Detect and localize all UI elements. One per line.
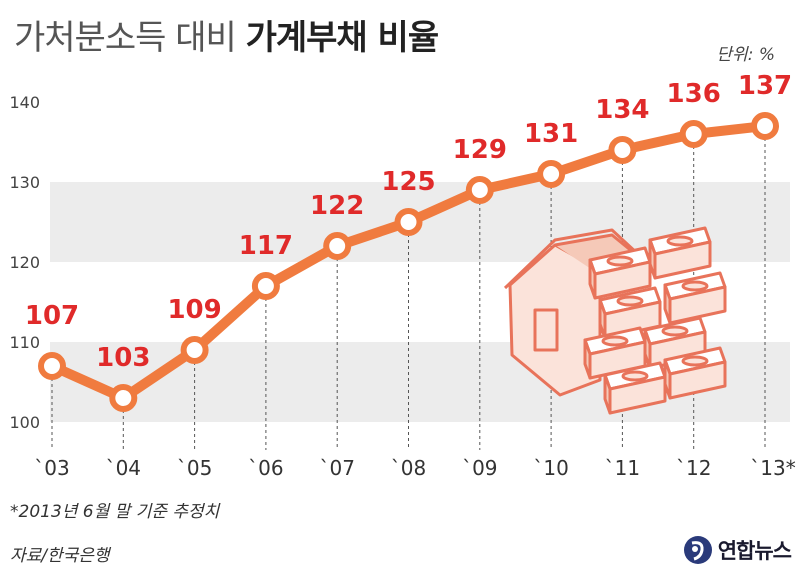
x-axis-ticks: `03 `04 `05 `06 `07 `08 `09 `10 `11 `12 `13* <box>34 456 795 480</box>
x-tick-label: `06 <box>248 456 283 480</box>
x-tick-label: `12 <box>676 456 711 480</box>
data-point <box>109 384 138 412</box>
data-label: 134 <box>595 95 649 125</box>
data-points <box>38 112 779 412</box>
data-label: 109 <box>167 295 221 325</box>
title-light: 가처분소득 대비 <box>14 18 237 58</box>
data-labels: 107 103 109 117 122 125 129 131 134 136 137 <box>25 71 792 373</box>
data-point <box>180 336 209 364</box>
y-tick-label: 110 <box>9 333 40 352</box>
x-tick-label: `05 <box>177 456 212 480</box>
title-bold: 가계부채 비율 <box>245 18 440 58</box>
data-point <box>608 136 637 164</box>
unit-label: 단위: % <box>716 45 775 65</box>
data-label: 107 <box>25 301 79 331</box>
y-tick-label: 130 <box>9 173 40 192</box>
x-tick-label: `08 <box>391 456 426 480</box>
logo: 연합뉴스 <box>683 533 792 567</box>
y-tick-label: 120 <box>9 253 40 272</box>
house-and-money-stacks-icon <box>503 226 727 415</box>
y-axis-ticks: 100 110 120 130 140 <box>9 93 40 432</box>
data-point <box>537 160 566 188</box>
data-label: 137 <box>738 71 792 101</box>
chart-title: 가처분소득 대비 가계부채 비율 <box>14 10 440 59</box>
data-label: 122 <box>310 191 364 221</box>
yonhap-logo-icon <box>683 536 712 564</box>
data-point <box>679 120 708 148</box>
data-label: 103 <box>96 343 150 373</box>
footnote: *2013년 6월 말 기준 추정치 <box>10 502 220 522</box>
data-label: 125 <box>381 167 435 197</box>
data-point <box>38 352 66 380</box>
y-tick-label: 100 <box>9 413 40 432</box>
x-tick-label: `10 <box>533 456 568 480</box>
source-label: 자료/한국은행 <box>10 546 110 566</box>
x-tick-label: `13* <box>750 456 795 480</box>
data-label: 136 <box>667 79 721 109</box>
data-point <box>251 272 280 300</box>
data-point <box>394 208 423 236</box>
x-tick-label: `07 <box>319 456 354 480</box>
data-point <box>465 176 494 204</box>
data-label: 129 <box>453 135 507 165</box>
data-label: 131 <box>524 119 578 149</box>
data-point <box>323 232 352 260</box>
x-tick-label: `04 <box>106 456 141 480</box>
logo-text: 연합뉴스 <box>717 539 792 563</box>
x-tick-label: `03 <box>34 456 69 480</box>
y-tick-label: 140 <box>9 93 40 112</box>
data-label: 117 <box>239 231 293 261</box>
x-tick-label: `11 <box>605 456 640 480</box>
x-tick-label: `09 <box>462 456 497 480</box>
data-point <box>751 112 779 140</box>
